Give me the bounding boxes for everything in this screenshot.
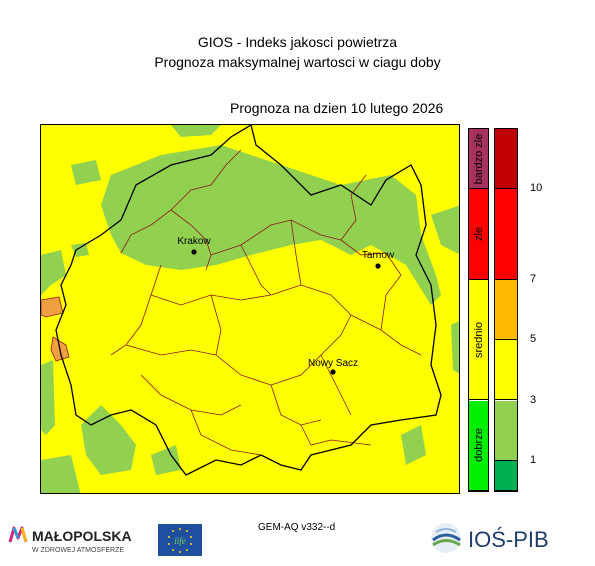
scale-tick-label: 3	[530, 393, 537, 406]
city-label-krakow: Krakow	[177, 236, 211, 247]
scale-segment	[495, 340, 517, 401]
eu-life-logo: life	[158, 524, 202, 556]
map-subtitle: Prognoza maksymalnej wartosci w ciagu do…	[154, 54, 441, 70]
air-quality-map: Krakow Tarnow Nowy Sacz	[40, 124, 460, 494]
category-label: dobrze	[472, 428, 485, 463]
ios-pib-text: IOŚ-PIB	[468, 527, 549, 552]
ios-pib-logo: IOŚ-PIB	[428, 518, 558, 558]
scale-tick-label: 7	[530, 272, 537, 285]
category-bardzo-zle: bardzo zle	[469, 129, 488, 190]
category-zle: zle	[469, 189, 488, 280]
scale-segment	[495, 400, 517, 461]
category-label: srednio	[472, 321, 485, 358]
county-borders	[110, 149, 422, 456]
index-scale	[494, 128, 518, 492]
scale-tick-label: 5	[530, 333, 537, 346]
category-legend: bardzo zle zle srednio dobrze	[468, 128, 489, 492]
map-title: GIOS - Indeks jakosci powietrza	[197, 34, 398, 50]
city-marker-krakow	[191, 249, 197, 255]
scale-tick-label: 1	[530, 453, 537, 466]
scale-segment	[495, 189, 517, 280]
scale-segment	[495, 279, 517, 341]
malopolska-tagline: W ZDROWEJ ATMOSFERZE	[32, 547, 124, 554]
category-label: bardzo zle	[472, 133, 485, 185]
city-marker-nowy-sacz	[330, 369, 336, 375]
city-marker-tarnow	[375, 263, 381, 269]
city-label-nowy-sacz: Nowy Sacz	[308, 358, 358, 369]
malopolska-text: MAŁOPOLSKA	[32, 528, 132, 544]
model-label: GEM-AQ v332--d	[258, 522, 336, 533]
life-text: life	[174, 536, 186, 546]
scale-tick-label: 10	[530, 182, 543, 195]
category-dobrze: dobrze	[469, 400, 488, 491]
category-srednio: srednio	[469, 279, 488, 401]
region-border	[55, 125, 442, 476]
city-label-tarnow: Tarnow	[362, 250, 395, 261]
forecast-date: Prognoza na dzien 10 lutego 2026	[230, 100, 444, 116]
scale-segment	[495, 460, 517, 491]
scale-segment	[495, 129, 517, 190]
category-label: zle	[472, 227, 485, 242]
malopolska-logo: MAŁOPOLSKA W ZDROWEJ ATMOSFERZE	[8, 524, 148, 556]
cities: Krakow Tarnow Nowy Sacz	[177, 236, 395, 375]
